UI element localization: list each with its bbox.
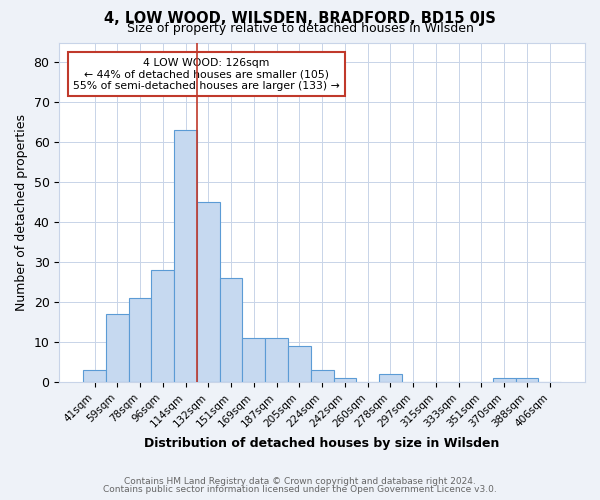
Bar <box>265 338 288 382</box>
Bar <box>242 338 265 382</box>
Bar <box>128 298 151 382</box>
Text: Contains HM Land Registry data © Crown copyright and database right 2024.: Contains HM Land Registry data © Crown c… <box>124 477 476 486</box>
Bar <box>311 370 334 382</box>
Bar <box>288 346 311 382</box>
Bar <box>197 202 220 382</box>
Bar <box>151 270 174 382</box>
Bar <box>334 378 356 382</box>
Bar <box>83 370 106 382</box>
Bar <box>174 130 197 382</box>
Text: Size of property relative to detached houses in Wilsden: Size of property relative to detached ho… <box>127 22 473 35</box>
Bar <box>493 378 515 382</box>
Y-axis label: Number of detached properties: Number of detached properties <box>15 114 28 311</box>
X-axis label: Distribution of detached houses by size in Wilsden: Distribution of detached houses by size … <box>145 437 500 450</box>
Text: 4 LOW WOOD: 126sqm
← 44% of detached houses are smaller (105)
55% of semi-detach: 4 LOW WOOD: 126sqm ← 44% of detached hou… <box>73 58 340 91</box>
Bar <box>515 378 538 382</box>
Bar <box>106 314 128 382</box>
Text: Contains public sector information licensed under the Open Government Licence v3: Contains public sector information licen… <box>103 485 497 494</box>
Bar <box>220 278 242 382</box>
Bar <box>379 374 402 382</box>
Text: 4, LOW WOOD, WILSDEN, BRADFORD, BD15 0JS: 4, LOW WOOD, WILSDEN, BRADFORD, BD15 0JS <box>104 11 496 26</box>
